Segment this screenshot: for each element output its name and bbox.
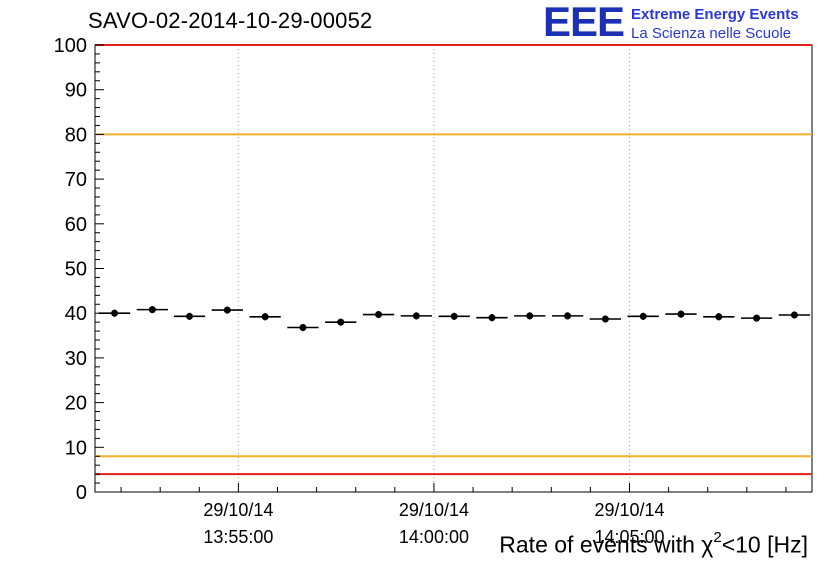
data-point-marker bbox=[677, 310, 685, 318]
data-point-marker bbox=[299, 324, 307, 332]
logo-subtitle-english: Extreme Energy Events bbox=[631, 6, 799, 23]
data-point-marker bbox=[753, 314, 761, 322]
threshold-lines bbox=[95, 44, 812, 476]
data-point-marker bbox=[639, 312, 647, 320]
x-tick-date-label: 29/10/14 bbox=[399, 500, 469, 520]
run-title: SAVO-02-2014-10-29-00052 bbox=[88, 8, 373, 33]
eee-logo-text: EEE bbox=[543, 0, 625, 45]
data-point-marker bbox=[223, 306, 231, 314]
x-tick-date-label: 29/10/14 bbox=[594, 500, 664, 520]
data-point-marker bbox=[526, 312, 534, 320]
data-point-marker bbox=[488, 314, 496, 322]
data-point-marker bbox=[148, 306, 156, 314]
eee-logo: EEE Extreme Energy Events La Scienza nel… bbox=[543, 0, 799, 45]
x-tick-time-label: 14:00:00 bbox=[399, 527, 469, 547]
y-tick-label: 0 bbox=[76, 482, 87, 504]
series-event-rate bbox=[98, 306, 811, 332]
y-tick-label: 100 bbox=[54, 35, 87, 57]
data-point-marker bbox=[715, 313, 723, 321]
data-point-marker bbox=[412, 312, 420, 320]
y-tick-label: 80 bbox=[65, 124, 87, 146]
data-point-marker bbox=[601, 315, 609, 323]
y-tick-label: 10 bbox=[65, 437, 87, 459]
x-tick-time-label: 13:55:00 bbox=[203, 527, 273, 547]
grid-lines bbox=[237, 45, 630, 492]
data-point-marker bbox=[337, 318, 345, 326]
data-point-marker bbox=[186, 312, 194, 320]
data-point-marker bbox=[375, 311, 383, 319]
y-axis: 0 10 20 30 40 50 60 70 80 90 100 bbox=[54, 35, 104, 504]
y-tick-label: 90 bbox=[65, 80, 87, 102]
y-tick-label: 40 bbox=[65, 303, 87, 325]
plot-frame bbox=[94, 44, 813, 493]
data-point-marker bbox=[261, 313, 269, 321]
chart-title-suffix: <10 [Hz] bbox=[721, 531, 808, 558]
y-tick-label: 20 bbox=[65, 393, 87, 415]
data-point-marker bbox=[564, 312, 572, 320]
chart-title: Rate of events with χ2<10 [Hz] bbox=[499, 529, 808, 559]
x-tick-time-label: 14:05:00 bbox=[594, 527, 664, 547]
logo-subtitle-italian: La Scienza nelle Scuole bbox=[631, 24, 792, 42]
data-point-marker bbox=[111, 309, 119, 317]
eee-logo-subtitles: Extreme Energy Events La Scienza nelle S… bbox=[631, 6, 799, 44]
y-tick-label: 70 bbox=[65, 169, 87, 191]
x-tick-date-label: 29/10/14 bbox=[203, 500, 273, 520]
data-point-marker bbox=[790, 311, 798, 319]
data-point-marker bbox=[450, 312, 458, 320]
y-tick-label: 50 bbox=[65, 259, 87, 281]
chart-title-prefix: Rate of events with χ bbox=[499, 531, 714, 558]
chart-title-superscript: 2 bbox=[713, 529, 722, 546]
y-tick-label: 60 bbox=[65, 214, 87, 236]
y-tick-label: 30 bbox=[65, 348, 87, 370]
x-axis: 29/10/14 13:55:00 29/10/14 14:00:00 29/10/14… bbox=[120, 483, 787, 547]
